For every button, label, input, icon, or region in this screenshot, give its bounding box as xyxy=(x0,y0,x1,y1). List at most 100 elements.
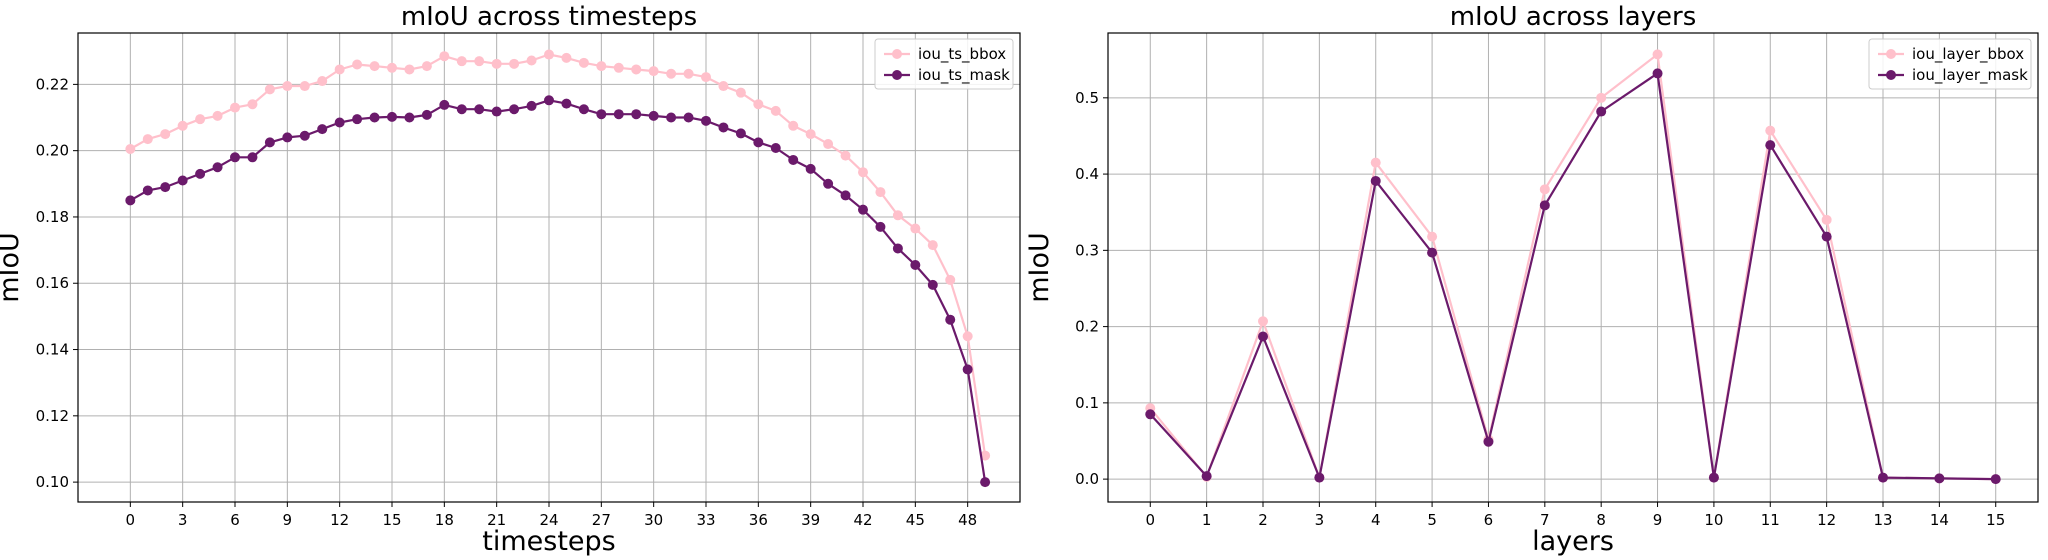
x-axis-ticks: 0 3 6 9 12 15 18 21 24 27 30 33 36 39 42 45 48 xyxy=(126,502,977,529)
data-point-iou_ts_mask xyxy=(701,115,711,126)
data-point-iou_ts_bbox xyxy=(125,144,136,155)
data-point-iou_ts_mask xyxy=(753,137,764,148)
data-point-iou_layer_mask xyxy=(1878,472,1888,483)
data-point-iou_ts_mask xyxy=(858,204,868,215)
data-point-iou_ts_mask xyxy=(980,477,991,488)
y-axis-ticks: 0.10 0.12 0.14 0.16 0.18 0.20 0.22 xyxy=(36,75,78,491)
series-iou_layer_mask xyxy=(1145,68,2001,485)
data-point-iou_ts_mask xyxy=(945,314,956,325)
data-point-iou_ts_mask xyxy=(805,163,816,174)
data-point-iou_layer_bbox xyxy=(1370,157,1381,168)
x-tick-label: 8 xyxy=(1596,511,1606,529)
data-point-iou_layer_mask xyxy=(1483,436,1494,447)
x-tick-label: 9 xyxy=(283,511,293,529)
x-tick-label: 15 xyxy=(382,511,401,529)
chart-layers: 0 1 2 3 4 5 6 7 8 9 10 11 12 13 14 150.00.10.20.30.40.5… xyxy=(1024,2,2039,557)
data-point-iou_ts_mask xyxy=(770,143,781,154)
chart-title-layers: mIoU across layers xyxy=(1450,2,1697,32)
y-axis-ticks: 0.0 0.1 0.2 0.3 0.4 0.5 xyxy=(1075,89,1108,488)
data-point-iou_ts_mask xyxy=(334,117,345,128)
y-tick-label: 0.3 xyxy=(1075,241,1099,259)
y-tick-label: 0.2 xyxy=(1075,318,1099,336)
x-tick-label: 10 xyxy=(1704,511,1723,529)
data-point-iou_ts_bbox xyxy=(648,66,659,77)
data-point-iou_layer_bbox xyxy=(1652,49,1663,60)
data-point-iou_ts_mask xyxy=(439,99,450,110)
y-tick-label: 0.12 xyxy=(36,407,69,425)
data-point-iou_ts_mask xyxy=(823,178,834,189)
data-point-iou_ts_bbox xyxy=(613,62,624,73)
data-point-iou_ts_bbox xyxy=(578,57,589,68)
y-tick-label: 0.22 xyxy=(36,75,69,93)
plot-frame xyxy=(1107,32,2039,503)
data-point-iou_layer_mask xyxy=(1539,200,1550,211)
data-point-iou_ts_mask xyxy=(578,104,589,115)
data-point-iou_ts_bbox xyxy=(491,58,502,69)
data-point-iou_ts_mask xyxy=(910,260,921,271)
data-point-iou_layer_mask xyxy=(1201,471,1212,482)
legend-marker-iou_ts_mask xyxy=(892,70,902,80)
series-line-iou_layer_bbox xyxy=(1149,53,1996,481)
x-tick-label: 13 xyxy=(1873,511,1892,529)
y-tick-label: 0.10 xyxy=(36,473,69,491)
data-point-iou_ts_bbox xyxy=(456,56,467,67)
x-tick-label: 12 xyxy=(1817,511,1836,529)
chart-timesteps: 0 3 6 9 12 15 18 21 24 27 30 33 36 39 42 45 480.100.120.… xyxy=(0,2,1021,557)
x-tick-label: 14 xyxy=(1930,511,1949,529)
data-point-iou_ts_bbox xyxy=(247,99,258,110)
y-tick-label: 0.16 xyxy=(36,274,69,292)
x-tick-label: 15 xyxy=(1986,511,2005,529)
data-point-iou_layer_bbox xyxy=(1539,184,1550,195)
data-point-iou_layer_mask xyxy=(1652,68,1663,79)
data-point-iou_ts_bbox xyxy=(683,68,694,79)
x-tick-label: 2 xyxy=(1258,511,1268,529)
legend-label-iou_ts_bbox: iou_ts_bbox xyxy=(918,45,1006,64)
legend-label-iou_layer_mask: iou_layer_mask xyxy=(1912,66,2028,85)
data-point-iou_ts_mask xyxy=(962,364,973,375)
data-point-iou_ts_mask xyxy=(125,195,136,206)
data-point-iou_layer_bbox xyxy=(1765,125,1776,136)
data-point-iou_ts_mask xyxy=(491,106,502,117)
data-point-iou_ts_bbox xyxy=(282,81,293,92)
x-tick-label: 45 xyxy=(906,511,925,529)
data-point-iou_ts_mask xyxy=(875,221,886,232)
data-point-iou_ts_mask xyxy=(509,104,520,115)
x-tick-label: 18 xyxy=(435,511,454,529)
data-point-iou_ts_bbox xyxy=(631,64,642,75)
x-tick-label: 30 xyxy=(644,511,663,529)
data-point-iou_ts_bbox xyxy=(387,62,397,73)
data-point-iou_ts_bbox xyxy=(718,81,729,92)
data-point-iou_ts_mask xyxy=(631,109,642,120)
data-point-iou_ts_bbox xyxy=(142,134,153,145)
legend-label-iou_ts_mask: iou_ts_mask xyxy=(918,66,1010,85)
data-point-iou_ts_mask xyxy=(683,112,694,123)
y-tick-label: 0.14 xyxy=(36,341,69,359)
data-point-iou_ts_bbox xyxy=(264,84,275,95)
gridlines xyxy=(1108,33,2038,502)
x-tick-label: 21 xyxy=(487,511,506,529)
x-tick-label: 3 xyxy=(1315,511,1325,529)
data-point-iou_ts_bbox xyxy=(561,52,572,63)
series-line-iou_layer_mask xyxy=(1149,72,1996,481)
x-tick-label: 12 xyxy=(330,511,349,529)
data-point-iou_ts_bbox xyxy=(701,72,711,83)
data-point-iou_ts_mask xyxy=(788,154,799,165)
data-point-iou_ts_mask xyxy=(195,168,206,179)
data-point-iou_ts_mask xyxy=(526,100,537,111)
data-point-iou_ts_bbox xyxy=(910,223,921,234)
data-point-iou_ts_mask xyxy=(456,104,467,115)
legend-frame xyxy=(874,38,1014,90)
data-point-iou_ts_bbox xyxy=(544,49,554,60)
legend-label-iou_layer_bbox: iou_layer_bbox xyxy=(1912,45,2024,64)
data-point-iou_ts_bbox xyxy=(840,150,851,161)
data-point-iou_ts_bbox xyxy=(474,56,485,67)
data-point-iou_ts_bbox xyxy=(735,87,746,98)
x-tick-label: 42 xyxy=(853,511,872,529)
x-tick-label: 9 xyxy=(1653,511,1663,529)
x-tick-label: 24 xyxy=(539,511,558,529)
data-point-iou_ts_mask xyxy=(177,175,188,186)
data-point-iou_layer_mask xyxy=(1427,247,1438,258)
y-tick-label: 0.20 xyxy=(36,142,69,160)
data-point-iou_layer_bbox xyxy=(1821,214,1832,225)
data-point-iou_ts_bbox xyxy=(369,61,380,72)
